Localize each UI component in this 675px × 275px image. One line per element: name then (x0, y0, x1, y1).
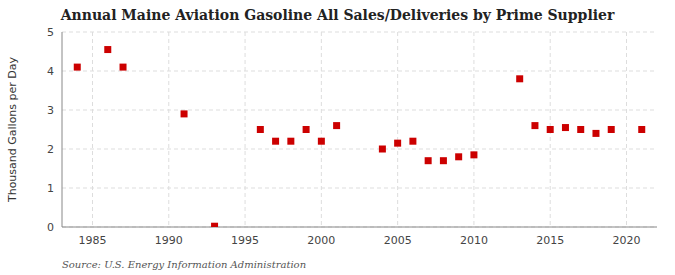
y-grid-line (62, 188, 657, 189)
x-tick-label: 2005 (384, 234, 412, 247)
y-axis-label: Thousand Gallons per Day (6, 56, 19, 203)
point (425, 157, 432, 164)
points (74, 46, 645, 227)
title: Annual Maine Aviation Gasoline All Sales… (60, 7, 615, 23)
point (470, 151, 477, 158)
y-grid-line (62, 71, 657, 72)
point (516, 75, 523, 82)
point (272, 138, 279, 145)
point (379, 146, 386, 153)
x-grid-line (92, 32, 93, 227)
point (394, 140, 401, 147)
point (318, 138, 325, 145)
point (608, 126, 615, 133)
point (638, 126, 645, 133)
point (455, 153, 462, 160)
point (120, 64, 127, 71)
y-tick-label: 2 (47, 143, 54, 156)
y-grid-line (62, 227, 657, 228)
y-grid-line (62, 110, 657, 111)
x-tick-label: 2010 (460, 234, 488, 247)
x-grid-line (168, 32, 169, 227)
x-tick-label: 2015 (536, 234, 564, 247)
x-grid-line (321, 32, 322, 227)
y-tick-label: 1 (47, 182, 54, 195)
x-grid-line (473, 32, 474, 227)
y-grid-line (62, 149, 657, 150)
grid (62, 32, 657, 227)
x-axis-line (62, 227, 657, 228)
point (409, 138, 416, 145)
chart: Annual Maine Aviation Gasoline All Sales… (0, 0, 675, 275)
x-grid-line (245, 32, 246, 227)
x-tick-label: 1995 (231, 234, 259, 247)
point (287, 138, 294, 145)
point (577, 126, 584, 133)
x-grid-line (397, 32, 398, 227)
point (257, 126, 264, 133)
point (303, 126, 310, 133)
point (104, 46, 111, 53)
point (531, 122, 538, 129)
y-tick-label: 4 (47, 65, 54, 78)
point (547, 126, 554, 133)
point (181, 110, 188, 117)
point (592, 130, 599, 137)
y-axis-line (62, 32, 63, 227)
x-grid-line (626, 32, 627, 227)
annotation: Source: U.S. Energy Information Administ… (62, 259, 306, 270)
y-grid-line (62, 32, 657, 33)
x-tick-label: 1990 (155, 234, 183, 247)
y-tick-label: 3 (47, 104, 54, 117)
point (74, 64, 81, 71)
y-tick-label: 5 (47, 26, 54, 39)
x-tick-label: 2000 (307, 234, 335, 247)
y-tick-label: 0 (47, 221, 54, 234)
point (562, 124, 569, 131)
x-tick-label: 2020 (612, 234, 640, 247)
point (211, 223, 218, 227)
x-tick-label: 1985 (79, 234, 107, 247)
point (333, 122, 340, 129)
point (440, 157, 447, 164)
